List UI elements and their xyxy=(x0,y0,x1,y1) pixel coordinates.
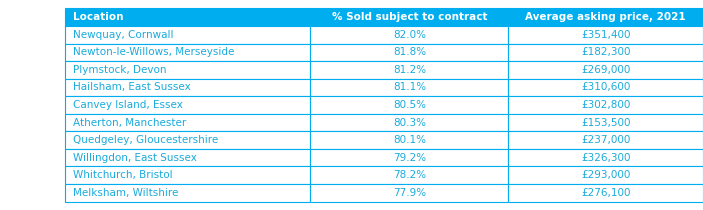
Text: Hailsham, East Sussex: Hailsham, East Sussex xyxy=(73,83,191,92)
Bar xyxy=(65,8,311,26)
Text: 80.1%: 80.1% xyxy=(393,135,426,145)
Bar xyxy=(311,8,508,26)
Bar xyxy=(508,61,703,79)
Text: % Sold subject to contract: % Sold subject to contract xyxy=(332,12,487,22)
Text: Newquay, Cornwall: Newquay, Cornwall xyxy=(73,30,174,40)
Text: Willingdon, East Sussex: Willingdon, East Sussex xyxy=(73,153,197,163)
Text: 79.2%: 79.2% xyxy=(393,153,426,163)
Text: £276,100: £276,100 xyxy=(581,188,631,198)
Bar xyxy=(311,114,508,131)
Text: Location: Location xyxy=(73,12,124,22)
Text: £153,500: £153,500 xyxy=(581,118,631,127)
Bar xyxy=(311,167,508,184)
Text: £269,000: £269,000 xyxy=(581,65,631,75)
Text: £310,600: £310,600 xyxy=(581,83,631,92)
Text: £351,400: £351,400 xyxy=(581,30,631,40)
Text: 82.0%: 82.0% xyxy=(393,30,426,40)
Text: Melksham, Wiltshire: Melksham, Wiltshire xyxy=(73,188,179,198)
Bar xyxy=(65,149,311,167)
Bar xyxy=(508,149,703,167)
Bar xyxy=(311,43,508,61)
Text: Whitchurch, Bristol: Whitchurch, Bristol xyxy=(73,170,173,180)
Text: £182,300: £182,300 xyxy=(581,47,631,57)
Text: 80.3%: 80.3% xyxy=(393,118,426,127)
Bar xyxy=(65,61,311,79)
Bar xyxy=(65,43,311,61)
Bar xyxy=(508,96,703,114)
Bar xyxy=(65,184,311,202)
Bar xyxy=(65,114,311,131)
Bar xyxy=(508,8,703,26)
Bar xyxy=(508,26,703,43)
Text: 80.5%: 80.5% xyxy=(393,100,426,110)
Bar xyxy=(311,149,508,167)
Text: 81.8%: 81.8% xyxy=(393,47,426,57)
Bar xyxy=(311,26,508,43)
Bar xyxy=(508,114,703,131)
Text: £326,300: £326,300 xyxy=(581,153,631,163)
Bar xyxy=(311,61,508,79)
Text: 78.2%: 78.2% xyxy=(393,170,426,180)
Text: Canvey Island, Essex: Canvey Island, Essex xyxy=(73,100,183,110)
Bar xyxy=(311,79,508,96)
Text: 81.1%: 81.1% xyxy=(393,83,426,92)
Text: £302,800: £302,800 xyxy=(581,100,631,110)
Bar xyxy=(65,131,311,149)
Bar xyxy=(65,96,311,114)
Bar xyxy=(311,131,508,149)
Text: Quedgeley, Gloucestershire: Quedgeley, Gloucestershire xyxy=(73,135,219,145)
Bar xyxy=(508,79,703,96)
Text: Plymstock, Devon: Plymstock, Devon xyxy=(73,65,167,75)
Text: £293,000: £293,000 xyxy=(581,170,631,180)
Text: £237,000: £237,000 xyxy=(581,135,631,145)
Bar xyxy=(65,79,311,96)
Bar xyxy=(508,167,703,184)
Text: Average asking price, 2021: Average asking price, 2021 xyxy=(525,12,686,22)
Bar xyxy=(311,184,508,202)
Bar xyxy=(311,96,508,114)
Text: Atherton, Manchester: Atherton, Manchester xyxy=(73,118,186,127)
Text: 77.9%: 77.9% xyxy=(393,188,426,198)
Bar xyxy=(65,167,311,184)
Bar xyxy=(65,26,311,43)
Text: Newton-le-Willows, Merseyside: Newton-le-Willows, Merseyside xyxy=(73,47,235,57)
Bar xyxy=(508,43,703,61)
Bar xyxy=(508,184,703,202)
Text: 81.2%: 81.2% xyxy=(393,65,426,75)
Bar xyxy=(508,131,703,149)
